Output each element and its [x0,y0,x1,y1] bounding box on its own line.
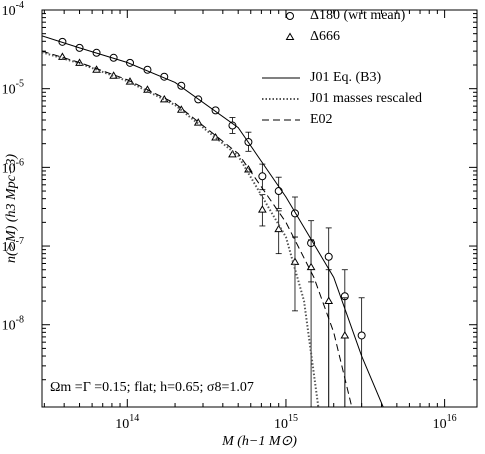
legend-label: Δ666 [310,29,340,44]
tick-base: 10 [2,319,16,334]
tick-exponent: 16 [447,413,457,424]
point [258,172,267,181]
legend-label: E02 [310,112,333,127]
tick-base: 10 [2,83,16,98]
x-axis-label: M (h−1 M⊙) [221,434,297,449]
curve [42,50,353,407]
point [306,262,316,271]
tick-exponent: -8 [16,315,24,326]
tick-label: 10-6 [2,158,24,177]
tick-exponent: -5 [16,79,24,90]
annotation: Ωm =Γ =0.15; flat; h=0.65; σ8=1.07 [50,380,254,395]
tick-exponent: -4 [16,0,24,11]
point [257,205,267,213]
tick-label: 1016 [433,413,457,432]
y-axis-label: n(>M) (h3 Mpc−3) [4,154,19,263]
tick-exponent: -6 [16,158,24,169]
curve [42,35,384,407]
tick-exponent: 15 [288,413,298,424]
point [357,331,366,340]
legend-label: J01 masses rescaled [310,91,422,106]
tick-base: 10 [2,4,16,19]
tick-base: 10 [2,162,16,177]
plot-area [42,35,384,407]
point [109,53,118,62]
tick-label: 1014 [115,413,139,432]
point [340,330,350,339]
point [324,252,333,261]
legend-marker [285,32,295,40]
point [177,81,186,90]
tick-label: 10-7 [2,236,24,255]
tick-label: 1015 [274,413,298,432]
point [211,132,220,141]
tick-base: 10 [115,417,129,432]
tick-label: 10-8 [2,315,24,334]
point [274,187,283,196]
legend-label: J01 Eq. (B3) [310,70,382,85]
tick-label: 10-4 [2,0,24,19]
legend-label: Δ180 (wrt mean) [310,8,406,23]
tick-base: 10 [2,240,16,255]
tick-base: 10 [274,417,288,432]
tick-exponent: -7 [16,236,24,247]
plot-frame [41,9,478,408]
point [58,37,67,46]
tick-label: 10-5 [2,79,24,98]
point [193,118,203,126]
point [228,149,237,158]
legend-marker [286,12,294,20]
point [324,296,334,305]
tick-exponent: 14 [129,413,139,424]
tick-base: 10 [433,417,447,432]
